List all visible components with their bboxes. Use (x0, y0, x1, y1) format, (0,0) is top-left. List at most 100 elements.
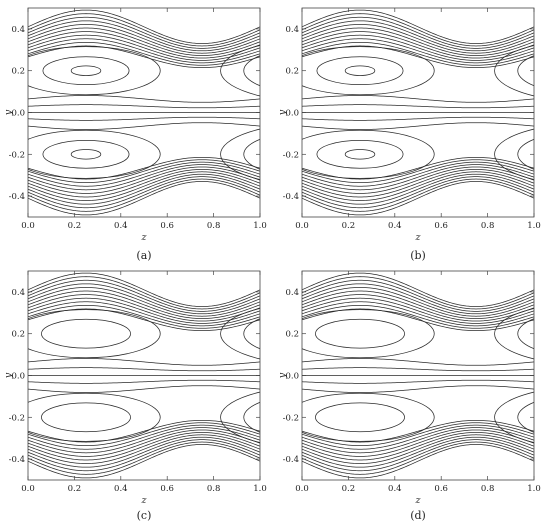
separatrix (220, 128, 260, 180)
y-tick-label: 0.2 (285, 330, 299, 340)
streamline-upper (28, 272, 260, 307)
x-tick-label: 0.4 (388, 484, 402, 494)
contour-panel-c: 0.0 0.2 0.4 0.6 0.8 1.0 -0.4 -0.2 0.0 0.2 0.4 z y (c) (3, 270, 267, 522)
y-tick-label: -0.2 (283, 413, 299, 423)
panel-label: (a) (136, 249, 151, 262)
x-axis-label: z (140, 232, 147, 243)
streamline-core (28, 358, 260, 366)
streamline-upper (302, 34, 534, 61)
x-tick-label: 0.0 (295, 484, 309, 494)
streamline-lower (302, 156, 534, 180)
streamline-upper (302, 41, 534, 66)
vortex-contour (54, 393, 202, 441)
streamline-core (302, 385, 534, 393)
y-tick-label: -0.2 (9, 150, 25, 160)
streamline-upper (302, 45, 534, 69)
streamline-lower (28, 181, 260, 216)
streamline-upper (302, 279, 534, 312)
x-tick-label: 0.6 (160, 484, 174, 494)
streamline-core (28, 367, 260, 372)
x-tick-label: 0.8 (207, 484, 221, 494)
separatrix (494, 391, 534, 443)
vortex-contour (344, 65, 376, 76)
streamline-lower (28, 161, 260, 187)
streamline-upper (28, 294, 260, 322)
y-tick-label: 0.4 (285, 25, 299, 35)
streamline-upper (28, 13, 260, 47)
streamline-upper (302, 38, 534, 64)
streamline-lower (302, 427, 534, 454)
x-tick-label: 0.0 (21, 484, 35, 494)
x-tick-label: 0.2 (68, 221, 82, 231)
streamline-lower (302, 173, 534, 205)
separatrix (494, 128, 534, 180)
vortex-contour (41, 402, 131, 433)
streamline-upper (302, 13, 534, 47)
streamline-upper (28, 304, 260, 329)
streamline-lower (302, 436, 534, 468)
vortex-contour (243, 138, 260, 170)
streamline-upper (302, 294, 534, 322)
streamline-lower (28, 439, 260, 472)
vortex-contour (302, 46, 435, 96)
y-tick-label: 0.0 (285, 372, 299, 382)
streamline-upper (28, 38, 260, 64)
streamline-core (28, 379, 260, 384)
streamline-upper (302, 304, 534, 329)
panel-label: (b) (410, 249, 426, 262)
vortex-contour (315, 402, 405, 433)
vortex-contour (315, 318, 405, 349)
streamline-lower (302, 159, 534, 184)
streamline-lower (28, 441, 260, 475)
streamline-lower (28, 171, 260, 201)
x-tick-label: 1.0 (253, 221, 267, 231)
vortex-contour (517, 55, 534, 87)
streamline-lower (302, 181, 534, 216)
vortex-contour (54, 47, 202, 95)
streamline-upper (28, 297, 260, 324)
vortex-contour (302, 129, 435, 179)
streamline-lower (28, 424, 260, 450)
streamline-upper (302, 283, 534, 315)
y-tick-label: 0.2 (285, 67, 299, 77)
separatrix (494, 308, 534, 360)
x-tick-label: 0.2 (68, 484, 82, 494)
vortex-contour (83, 403, 172, 432)
vortex-contour (302, 309, 435, 359)
streamline-lower (302, 429, 534, 457)
streamline-lower (302, 444, 534, 479)
y-tick-label: -0.2 (9, 413, 25, 423)
streamline-core (28, 104, 260, 109)
streamline-upper (28, 308, 260, 332)
y-axis-label: y (3, 109, 14, 116)
vortex-contour (41, 318, 131, 349)
x-tick-label: 0.8 (207, 221, 221, 231)
streamline-lower (302, 164, 534, 191)
streamline-upper (28, 41, 260, 66)
y-tick-label: 0.4 (11, 288, 25, 298)
streamline-upper (28, 290, 260, 319)
streamline-core (302, 358, 534, 366)
y-tick-label: 0.0 (11, 109, 25, 119)
streamline-upper (28, 45, 260, 69)
vortex-contour (28, 129, 161, 179)
y-tick-label: -0.4 (283, 192, 299, 202)
vortex-contour (243, 318, 260, 350)
streamline-core (302, 367, 534, 372)
vortex-contour (517, 138, 534, 170)
x-axis-label: z (414, 232, 421, 243)
streamline-upper (302, 272, 534, 307)
streamline-lower (302, 422, 534, 447)
vortex-contour (344, 149, 376, 160)
streamline-core (28, 122, 260, 130)
streamline-lower (28, 432, 260, 461)
y-axis-label: y (277, 372, 288, 379)
vortex-contour (54, 130, 202, 178)
streamline-core (302, 116, 534, 121)
streamline-lower (28, 169, 260, 198)
x-tick-label: 1.0 (527, 221, 541, 231)
streamline-upper (302, 297, 534, 324)
streamline-lower (302, 178, 534, 212)
streamline-core (302, 104, 534, 109)
